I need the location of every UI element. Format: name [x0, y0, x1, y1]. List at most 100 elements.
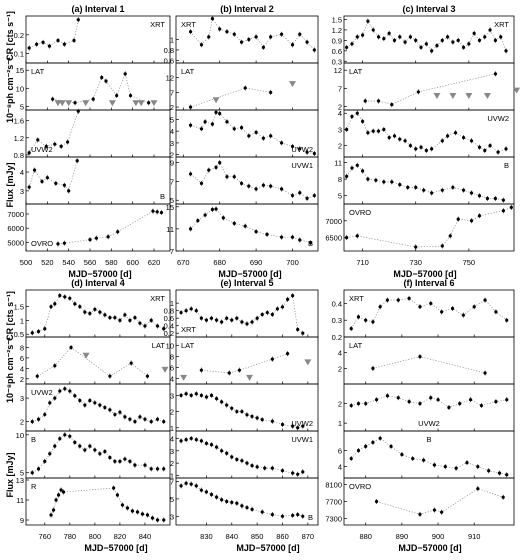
data-point [112, 486, 116, 490]
data-point [155, 467, 160, 471]
x-tick-label: 560 [84, 258, 97, 267]
data-point [93, 448, 97, 452]
data-point [440, 188, 444, 192]
data-point [54, 498, 58, 502]
data-point [345, 235, 349, 240]
data-point [220, 320, 224, 324]
data-point [113, 316, 117, 320]
data-point [483, 298, 487, 302]
data-point [360, 33, 365, 37]
data-point [440, 139, 444, 143]
data-point [194, 309, 198, 313]
data-point [53, 364, 57, 368]
panel-uvw1: 1 2 3 4 UVW1 [170, 430, 319, 481]
data-point [298, 32, 302, 36]
data-point [30, 420, 34, 424]
ylabel-flux-bottom: Flux [mJy] [5, 452, 15, 497]
x-tick-label: 670 [177, 258, 190, 267]
data-point [149, 318, 153, 323]
panel-label: XRT [494, 20, 509, 29]
data-point [485, 196, 490, 201]
data-point [232, 32, 236, 36]
y-tick-label: 1.5 [332, 15, 342, 24]
data-point [285, 297, 290, 301]
data-point [260, 312, 264, 317]
data-point [291, 294, 295, 298]
panel-ovro: 6500 7000 OVRO [325, 203, 515, 252]
x-tick-label: 730 [409, 258, 422, 267]
panel-label: LAT [349, 67, 363, 76]
data-point [184, 392, 188, 396]
series-trend-line [180, 482, 303, 517]
y-tick-label: 2 [170, 151, 174, 160]
data-point [408, 144, 413, 148]
data-point [374, 398, 379, 402]
data-point [501, 198, 505, 202]
panel-label: UVW1 [291, 161, 313, 170]
y-tick-label: 5 [170, 196, 174, 205]
data-point [458, 401, 462, 406]
data-point [279, 32, 284, 36]
data-point [232, 127, 236, 131]
data-point [68, 296, 72, 300]
y-tick-label: 4 [170, 374, 174, 383]
data-point [210, 122, 215, 126]
data-point [48, 452, 52, 456]
data-point [214, 165, 218, 169]
upper-limit-marker [513, 87, 520, 94]
y-tick-label: 4 [20, 364, 24, 373]
y-tick-label: 0.6 [164, 56, 174, 65]
ylabel-flux-top: Flux [mJy] [5, 162, 15, 207]
data-point [113, 459, 117, 463]
data-point [155, 324, 160, 328]
data-point [376, 99, 381, 103]
panel-label: XRT [349, 294, 364, 303]
data-point [43, 459, 47, 463]
series-trend-line [190, 87, 271, 108]
data-point [214, 495, 219, 499]
data-point [240, 504, 244, 508]
data-point [237, 368, 241, 372]
data-point [298, 147, 302, 151]
upper-limit-marker [465, 93, 473, 100]
data-point [207, 35, 211, 39]
data-point [103, 313, 107, 317]
data-point [159, 210, 164, 215]
data-point [128, 417, 132, 421]
y-tick-label: 15 [16, 66, 24, 75]
panel-label: OVRO [349, 208, 371, 217]
data-point [363, 99, 367, 103]
data-point [116, 230, 120, 234]
panel-uvw2: 1 2 UVW2 [338, 383, 515, 432]
data-point [430, 147, 434, 151]
data-point [36, 329, 41, 334]
data-point [398, 35, 402, 39]
y-tick-label: 7 [170, 477, 174, 486]
data-point [106, 235, 110, 239]
y-tick-label: 7 [170, 247, 174, 256]
data-point [199, 488, 203, 492]
data-point [220, 400, 224, 404]
data-point [250, 320, 254, 324]
data-point [291, 513, 295, 518]
data-point [247, 184, 251, 188]
panel-frame [343, 203, 515, 252]
data-point [445, 134, 450, 138]
data-point [418, 401, 422, 406]
data-point [40, 179, 44, 184]
data-point [254, 230, 258, 234]
data-point [118, 459, 122, 463]
data-point [355, 111, 359, 115]
data-point [461, 313, 465, 317]
data-point [184, 438, 188, 442]
data-point [374, 499, 379, 504]
panel-frame [343, 336, 515, 385]
panel-label: B [308, 239, 313, 248]
y-tick-label: 2 [170, 408, 174, 417]
data-point [155, 210, 159, 214]
data-point [62, 183, 66, 187]
data-point [88, 398, 92, 403]
data-point [130, 509, 135, 513]
data-point [279, 235, 284, 239]
data-point [188, 227, 193, 231]
